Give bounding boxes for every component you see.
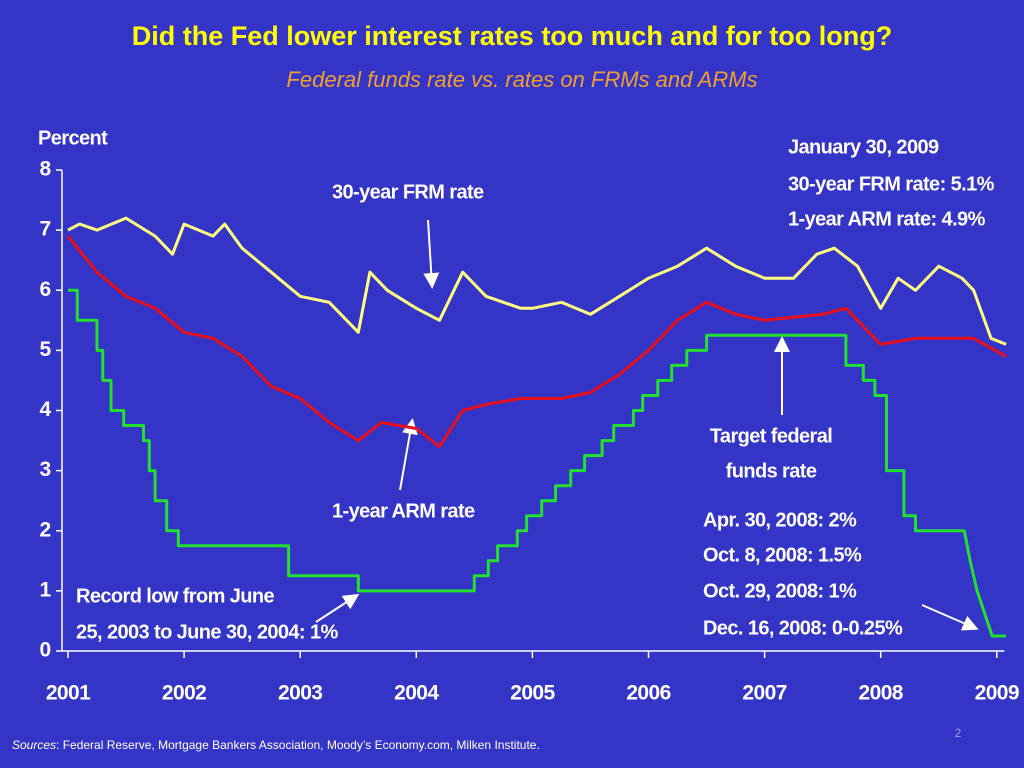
annotation: 30-year FRM rate: 5.1% bbox=[788, 173, 995, 195]
series-line bbox=[68, 288, 1007, 638]
annotation: 25, 2003 to June 30, 2004: 1% bbox=[76, 621, 338, 643]
footnote-text: : Federal Reserve, Mortgage Bankers Asso… bbox=[56, 738, 540, 752]
x-tick-label: 2001 bbox=[46, 682, 91, 705]
arrows bbox=[315, 219, 979, 631]
y-tick-label: 5 bbox=[39, 338, 51, 361]
y-tick-label: 3 bbox=[39, 458, 50, 481]
x-tick-label: 2008 bbox=[859, 682, 904, 705]
x-tick-label: 2006 bbox=[626, 682, 670, 705]
y-tick-label: 2 bbox=[39, 518, 50, 541]
x-tick-label: 2004 bbox=[394, 682, 439, 705]
annotation: Apr. 30, 2008: 2% bbox=[703, 509, 857, 531]
annotation: funds rate bbox=[726, 460, 817, 482]
annotation: 1-year ARM rate: 4.9% bbox=[788, 208, 986, 230]
y-tick-label: 8 bbox=[39, 158, 51, 181]
chart-subtitle: Federal funds rate vs. rates on FRMs and… bbox=[286, 67, 757, 92]
annotation: 30-year FRM rate bbox=[332, 181, 484, 203]
annotation: Dec. 16, 2008: 0-0.25% bbox=[703, 617, 903, 639]
y-tick-label: 0 bbox=[39, 639, 50, 662]
footnote: Sources: Federal Reserve, Mortgage Banke… bbox=[12, 738, 540, 752]
chart-title: Did the Fed lower interest rates too muc… bbox=[132, 21, 893, 51]
annotation: Oct. 8, 2008: 1.5% bbox=[703, 544, 862, 566]
annotation: January 30, 2009 bbox=[788, 136, 939, 158]
x-tick-label: 2009 bbox=[975, 682, 1019, 705]
footnote-label: Sources bbox=[12, 738, 56, 752]
x-tick-label: 2005 bbox=[510, 682, 555, 705]
page-number: 2 bbox=[955, 726, 962, 740]
annotation: Target federal bbox=[710, 425, 832, 447]
y-axis-label: Percent bbox=[38, 127, 108, 149]
y-tick-label: 4 bbox=[39, 398, 51, 421]
y-tick-label: 1 bbox=[39, 578, 51, 601]
y-tick-label: 6 bbox=[39, 278, 50, 301]
x-tick-label: 2003 bbox=[278, 682, 322, 705]
y-tick-label: 7 bbox=[39, 218, 50, 241]
series-line bbox=[67, 216, 1007, 346]
x-tick-label: 2002 bbox=[162, 682, 206, 705]
x-tick-label: 2007 bbox=[742, 682, 786, 705]
annotation: Record low from June bbox=[76, 585, 275, 607]
annotation: Oct. 29, 2008: 1% bbox=[703, 580, 857, 602]
annotation: 1-year ARM rate bbox=[332, 500, 475, 522]
series-line bbox=[66, 235, 1007, 449]
